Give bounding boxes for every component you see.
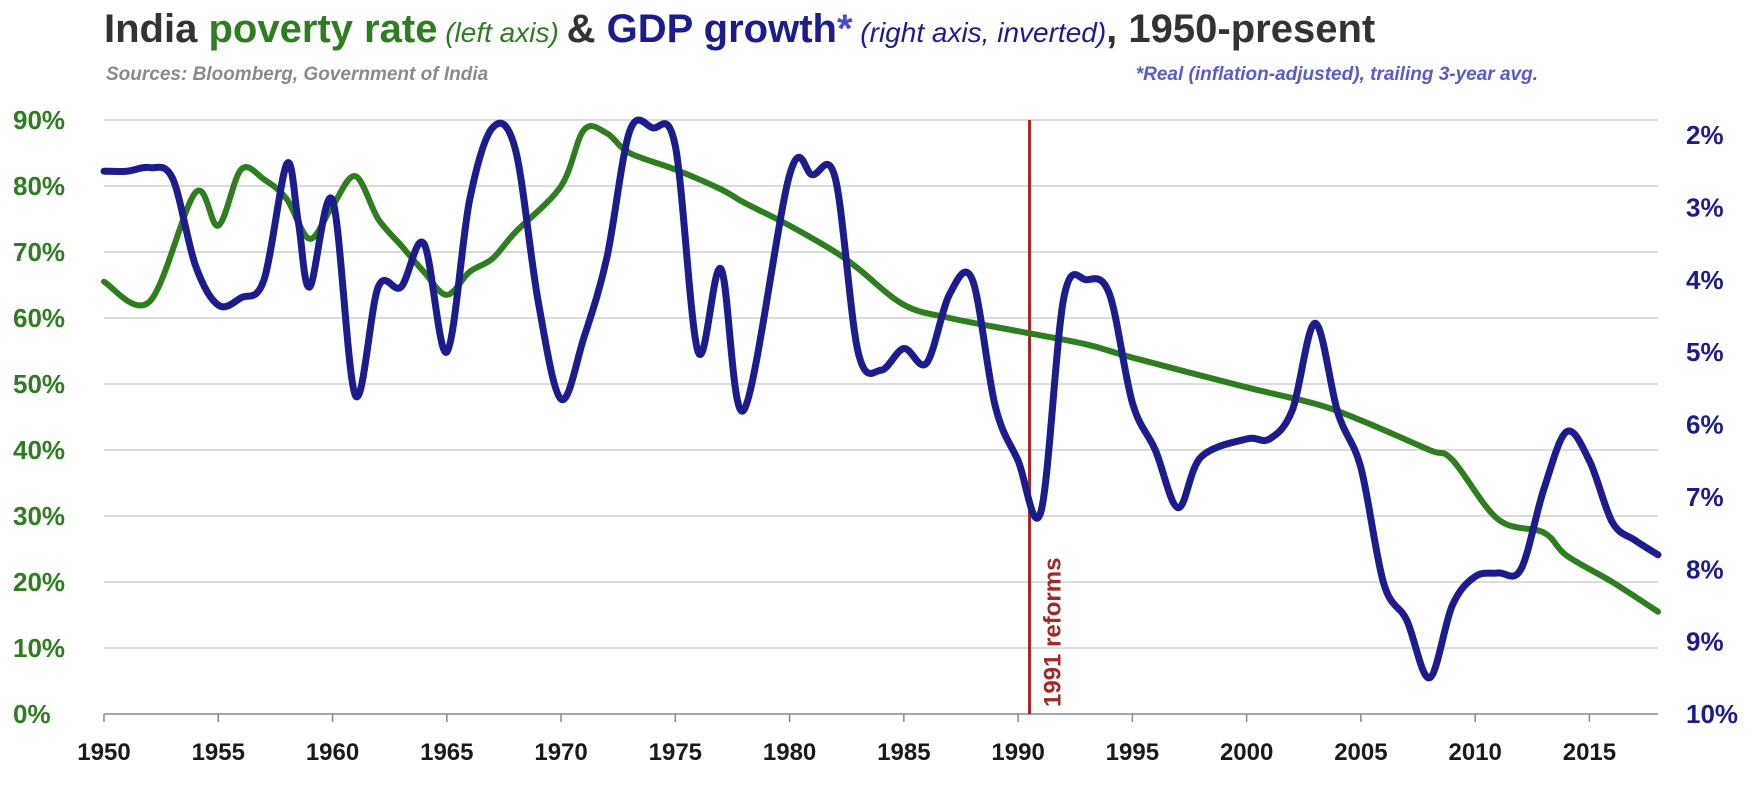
left-tick-label: 40% <box>13 435 65 465</box>
x-tick-label: 1965 <box>420 739 473 766</box>
x-tick-label: 1950 <box>77 739 130 766</box>
reform-annotation: 1991 reforms <box>1028 120 1067 714</box>
left-tick-label: 30% <box>13 501 65 531</box>
left-tick-label: 90% <box>13 105 65 135</box>
x-tick-label: 2015 <box>1563 739 1616 766</box>
right-tick-label: 8% <box>1686 554 1724 584</box>
reform-label: 1991 reforms <box>1040 558 1067 707</box>
x-tick-label: 2005 <box>1334 739 1387 766</box>
title-amp: & <box>567 7 607 51</box>
right-tick-label: 4% <box>1686 265 1724 295</box>
x-tick-label: 1960 <box>306 739 359 766</box>
x-tick-label: 1955 <box>192 739 245 766</box>
left-tick-label: 60% <box>13 303 65 333</box>
title-asterisk: * <box>837 7 853 51</box>
right-tick-label: 10% <box>1686 699 1738 729</box>
x-tick-label: 1995 <box>1106 739 1159 766</box>
title-india: India <box>104 7 208 51</box>
x-tick-label: 1990 <box>991 739 1044 766</box>
x-tick-label: 2010 <box>1448 739 1501 766</box>
left-axis-ticks: 0% 10% 20% 30% 40% 50% 60% 70% 80% 90% <box>13 105 65 729</box>
left-tick-label: 20% <box>13 567 65 597</box>
right-axis-ticks: 2% 3% 4% 5% 6% 7% 8% 9% 10% <box>1686 120 1738 729</box>
gdp-growth-line <box>100 116 1662 682</box>
right-tick-label: 2% <box>1686 120 1724 150</box>
right-tick-label: 6% <box>1686 410 1724 440</box>
left-tick-label: 50% <box>13 369 65 399</box>
left-tick-label: 70% <box>13 237 65 267</box>
right-tick-label: 9% <box>1686 627 1724 657</box>
footnote: *Real (inflation-adjusted), trailing 3-y… <box>1136 64 1538 85</box>
right-tick-label: 7% <box>1686 482 1724 512</box>
x-axis-ticks: 1950 1955 1960 1965 1970 1975 1980 1985 1990 1995… <box>77 714 1616 766</box>
left-tick-label: 80% <box>13 171 65 201</box>
title-poverty: poverty rate <box>208 7 437 51</box>
sources-note: Sources: Bloomberg, Government of India <box>106 64 489 85</box>
title-right-axis-note: (right axis, inverted) <box>853 17 1107 48</box>
title-left-axis-note: (left axis) <box>437 17 566 48</box>
right-tick-label: 3% <box>1686 192 1724 222</box>
x-tick-label: 1975 <box>649 739 702 766</box>
left-tick-label: 10% <box>13 633 65 663</box>
left-tick-label: 0% <box>13 699 51 729</box>
x-tick-label: 1985 <box>877 739 930 766</box>
chart-title: India poverty rate (left axis) & GDP gro… <box>104 7 1375 51</box>
title-gdp: GDP growth <box>607 7 837 51</box>
title-period: , 1950-present <box>1106 7 1375 51</box>
x-tick-label: 1980 <box>763 739 816 766</box>
x-tick-label: 2000 <box>1220 739 1273 766</box>
x-tick-label: 1970 <box>534 739 587 766</box>
right-tick-label: 5% <box>1686 337 1724 367</box>
